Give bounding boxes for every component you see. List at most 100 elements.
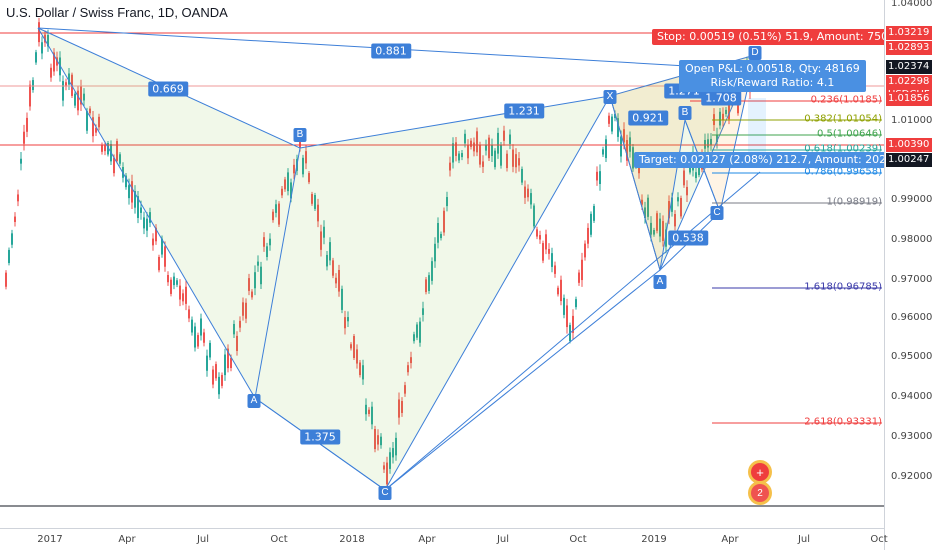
- pattern-point-label[interactable]: A: [247, 394, 261, 408]
- candle: [644, 207, 646, 219]
- candle: [590, 213, 592, 235]
- candle: [176, 280, 178, 285]
- candle: [491, 144, 493, 157]
- risk-reward-text: Risk/Reward Ratio: 4.1: [710, 76, 835, 89]
- pattern-point-label[interactable]: D: [748, 46, 762, 60]
- stop-label[interactable]: Stop: 0.00519 (0.51%) 51.9, Amount: 750: [652, 29, 884, 45]
- candle: [512, 149, 514, 167]
- pattern-point-label[interactable]: B: [293, 128, 307, 142]
- pattern-point-label[interactable]: C: [710, 206, 724, 220]
- fib-level-label: 0.786(0.99658): [804, 166, 882, 178]
- candle: [140, 207, 142, 213]
- candle: [80, 86, 82, 105]
- candle: [410, 357, 412, 364]
- candle: [248, 278, 250, 291]
- pattern-point-label[interactable]: B: [678, 106, 692, 120]
- candle: [239, 320, 241, 328]
- chart-area[interactable]: U.S. Dollar / Swiss Franc, 1D, OANDA 0.8…: [0, 0, 884, 528]
- time-tick: Oct: [270, 534, 288, 545]
- candle: [662, 221, 664, 241]
- candle: [68, 73, 70, 85]
- candle: [626, 140, 628, 161]
- candle: [554, 265, 556, 274]
- flag-events-icon[interactable]: 2: [751, 484, 769, 502]
- candle: [524, 186, 526, 198]
- candle: [707, 139, 709, 148]
- candle: [710, 138, 712, 145]
- candle: [401, 401, 403, 413]
- pattern-point-label[interactable]: A: [653, 275, 667, 289]
- open-pnl-label[interactable]: Open P&L: 0.00518, Qty: 48169 Risk/Rewar…: [679, 60, 866, 92]
- candle: [182, 293, 184, 302]
- candle: [698, 162, 700, 176]
- price-label: 1.01856: [886, 92, 932, 106]
- candle: [602, 149, 604, 155]
- candle: [284, 179, 286, 190]
- candle: [344, 317, 346, 329]
- alert-icon[interactable]: +: [751, 463, 769, 481]
- fib-level-label: 1(0.98919): [826, 196, 882, 208]
- pattern-point-label[interactable]: C: [378, 486, 392, 500]
- candle: [497, 132, 499, 154]
- price-label: 1.00247: [886, 153, 932, 167]
- pattern-ratio-label[interactable]: 1.231: [504, 103, 544, 119]
- candle: [311, 194, 313, 204]
- candle: [518, 158, 520, 166]
- candle: [152, 238, 154, 246]
- pattern-ratio-label[interactable]: 1.708: [701, 90, 741, 106]
- fib-level-label: 0.5(1.00646): [816, 128, 882, 140]
- candle: [197, 335, 199, 347]
- pattern-ratio-label[interactable]: 1.375: [300, 429, 340, 445]
- candle: [452, 143, 454, 163]
- candle: [131, 181, 133, 203]
- candle: [194, 326, 196, 348]
- price-label: 1.03219: [886, 26, 932, 40]
- candle: [149, 212, 151, 223]
- time-tick: Apr: [118, 534, 136, 545]
- time-axis[interactable]: 2017 Apr Jul Oct 2018 Apr Jul Oct 2019 Apr Jul Oct: [0, 528, 888, 551]
- candle: [14, 216, 16, 222]
- candle: [722, 113, 724, 121]
- candle: [446, 197, 448, 207]
- candle: [440, 233, 442, 239]
- candle: [371, 406, 373, 425]
- candle: [638, 163, 640, 174]
- candle: [8, 249, 10, 264]
- pattern-ratio-label[interactable]: 0.669: [148, 81, 188, 97]
- candle: [392, 448, 394, 458]
- candle: [641, 199, 643, 205]
- candle: [125, 175, 127, 188]
- time-tick: Jul: [196, 534, 210, 545]
- price-chart[interactable]: [0, 0, 884, 528]
- candle: [647, 197, 649, 217]
- candle: [674, 214, 676, 227]
- pattern-point-label[interactable]: X: [603, 90, 617, 104]
- candle: [527, 188, 529, 198]
- pattern-ratio-label[interactable]: 0.881: [371, 43, 411, 59]
- candle: [365, 404, 367, 415]
- candle: [464, 133, 466, 144]
- candle: [107, 142, 109, 155]
- price-tick: 0.95000: [891, 351, 932, 362]
- time-tick: 2018: [339, 534, 365, 545]
- price-tick: 0.92000: [891, 471, 932, 482]
- target-label[interactable]: Target: 0.02127 (2.08%) 212.7, Amount: 2…: [634, 152, 884, 168]
- price-tick: 0.94000: [891, 391, 932, 402]
- open-pnl-text: Open P&L: 0.00518, Qty: 48169: [685, 62, 860, 75]
- price-tick: 0.93000: [891, 431, 932, 442]
- candle: [653, 230, 655, 235]
- candle: [38, 22, 40, 43]
- price-tick: 0.97000: [891, 274, 932, 285]
- candle: [719, 111, 721, 126]
- candle: [650, 222, 652, 235]
- candle: [335, 277, 337, 284]
- candle: [551, 253, 553, 267]
- pattern-ratio-label[interactable]: 0.538: [668, 230, 708, 246]
- fib-level-label: 0.236(1.0185): [810, 94, 882, 106]
- candle: [347, 317, 349, 322]
- pattern-ratio-label[interactable]: 0.921: [628, 110, 668, 126]
- candle: [245, 302, 247, 319]
- candle: [65, 82, 67, 87]
- candle: [5, 272, 7, 287]
- candle: [548, 248, 550, 254]
